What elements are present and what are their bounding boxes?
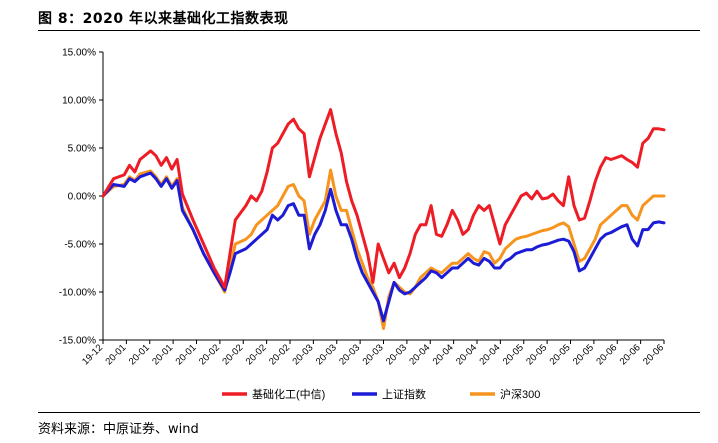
x-tick-label: 20-05 xyxy=(501,342,526,367)
source-rule xyxy=(38,412,700,413)
x-tick-label: 20-04 xyxy=(431,342,456,367)
series-line-shanghai xyxy=(101,171,666,323)
y-tick-label: 0.00% xyxy=(68,192,96,203)
y-tick-label: -15.00% xyxy=(59,336,96,347)
x-tick-label: 20-03 xyxy=(314,342,339,367)
y-tick-label: -10.00% xyxy=(59,288,96,299)
x-tick-label: 20-01 xyxy=(127,342,152,367)
figure-title: 图 8：2020 年以来基础化工指数表现 xyxy=(38,11,289,27)
x-tick-label: 20-04 xyxy=(454,342,479,367)
series-line-hs300 xyxy=(101,168,666,330)
x-tick-label: 20-01 xyxy=(174,342,199,367)
y-tick-label: 15.00% xyxy=(62,48,96,59)
x-tick-label: 20-04 xyxy=(478,342,503,367)
source-note: 资料来源：中原证券、wind xyxy=(38,422,199,437)
legend-label-hs300: 沪深300 xyxy=(500,387,540,401)
x-tick-label: 20-03 xyxy=(337,342,362,367)
x-tick-label: 20-02 xyxy=(197,342,222,367)
x-tick-label: 20-01 xyxy=(104,342,129,367)
x-tick-label: 20-05 xyxy=(548,342,573,367)
x-tick-label: 20-06 xyxy=(641,342,666,367)
x-tick-label: 20-05 xyxy=(571,342,596,367)
x-tick-label: 20-01 xyxy=(150,342,175,367)
x-tick-label: 20-03 xyxy=(361,342,386,367)
y-tick-label: 10.00% xyxy=(62,96,96,107)
x-tick-label: 20-03 xyxy=(384,342,409,367)
x-tick-label: 20-06 xyxy=(618,342,643,367)
x-tick-label: 20-02 xyxy=(267,342,292,367)
legend-label-basic_chem: 基础化工(中信) xyxy=(252,387,325,401)
legend: 基础化工(中信) 上证指数 沪深300 xyxy=(222,387,540,401)
x-tick-label: 20-02 xyxy=(220,342,245,367)
series-line-basic_chem xyxy=(101,108,666,289)
x-tick-label: 20-06 xyxy=(594,342,619,367)
x-tick-label: 20-04 xyxy=(407,342,432,367)
x-tick-label: 20-02 xyxy=(244,342,269,367)
y-tick-label: 5.00% xyxy=(68,144,96,155)
series-lines xyxy=(101,108,666,330)
x-tick-label: 20-05 xyxy=(524,342,549,367)
x-tick-label: 20-03 xyxy=(291,342,316,367)
y-tick-label: -5.00% xyxy=(64,240,96,251)
legend-label-shanghai: 上证指数 xyxy=(382,387,426,401)
title-rule xyxy=(38,30,700,31)
